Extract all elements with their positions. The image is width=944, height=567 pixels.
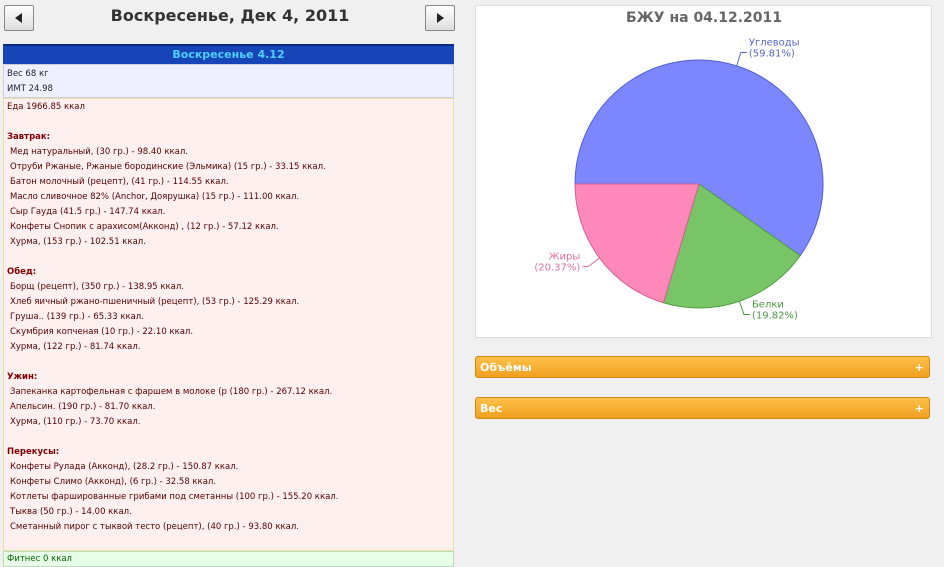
food-total: Еда 1966.85 ккал (7, 102, 85, 112)
panel-title: Вес (480, 402, 503, 415)
food-item: Апельсин. (190 гр.) - 81.70 ккал. (10, 402, 156, 412)
meal-name: Перекусы: (7, 447, 60, 457)
food-item: Котлеты фаршированные грибами под сметан… (10, 492, 339, 502)
weight-box: Вес 68 кг ИМТ 24.98 (3, 64, 454, 98)
food-item: Хурма, (110 гр.) - 73.70 ккал. (10, 417, 141, 427)
meal-name: Обед: (7, 267, 37, 277)
chart-title: БЖУ на 04.12.2011 (626, 10, 782, 26)
food-box: Еда 1966.85 ккал Завтрак: Мед натуральный… (3, 98, 454, 551)
food-item: Хурма, (153 гр.) - 102.51 ккал. (10, 237, 146, 247)
food-item: Батон молочный (рецепт), (41 гр.) - 114.… (10, 177, 229, 187)
slice-label: Углеводы (749, 38, 800, 49)
slice-label: Белки (752, 299, 784, 310)
label-connector (736, 52, 747, 66)
food-item: Масло сливочное 82% (Anchor, Доярушка) (… (10, 192, 300, 202)
prev-button[interactable] (4, 5, 34, 31)
panel[interactable]: Объёмы + (475, 356, 930, 378)
food-item: Запеканка картофельная с фаршем в молоке… (10, 387, 333, 397)
plus-icon: + (914, 402, 924, 415)
food-item: Хурма, (122 гр.) - 81.74 ккал. (10, 342, 141, 352)
food-item: Хлеб яичный ржано-пшеничный (рецепт), (5… (10, 297, 300, 307)
food-item: Отруби Ржаные, Ржаные бородинские (Эльми… (10, 162, 326, 172)
food-item: Конфеты Слимо (Акконд), (6 гр.) - 32.58 … (10, 477, 217, 487)
pie-slice (662, 183, 801, 309)
plus-icon: + (914, 361, 924, 374)
food-item: Конфеты Рулада (Акконд), (28.2 гр.) - 15… (10, 462, 239, 472)
food-item: Скумбрия копченая (10 гр.) - 22.10 ккал. (10, 327, 194, 337)
panel[interactable]: Вес + (475, 397, 930, 419)
fitness: Фитнес 0 ккал (7, 554, 72, 564)
chart: БЖУ на 04.12.2011 Углеводы(59.81%)Белки(… (534, 10, 824, 321)
slice-label: Жиры (549, 251, 581, 262)
meal-name: Завтрак: (7, 132, 51, 142)
food-item: Мед натуральный, (30 гр.) - 98.40 ккал. (10, 147, 188, 157)
pie-slice (574, 59, 824, 257)
label-connector (738, 301, 750, 315)
meal-name: Ужин: (7, 372, 38, 382)
food-item: Сыр Гауда (41.5 гр.) - 147.74 ккал. (10, 207, 166, 217)
panel-title: Объёмы (480, 361, 532, 374)
day-panel: Воскресенье, Дек 4, 2011 Воскресенье 4.1… (0, 0, 458, 567)
chart-box: БЖУ на 04.12.2011 Углеводы (59.81%) Белки(… (475, 5, 932, 338)
food-item: Конфеты Снопик с арахисом(Акконд) , (12 … (10, 222, 279, 232)
bmi: ИМТ 24.98 (7, 84, 53, 94)
header-title: Воскресенье, Дек 4, 2011 (110, 6, 350, 25)
weight: Вес 68 кг (7, 69, 49, 79)
next-button[interactable] (425, 5, 455, 31)
slice-value-label: (20.37%) (534, 262, 580, 273)
slice-value-label: (59.81%) (749, 49, 795, 60)
label-connector (582, 257, 600, 267)
food-item: Борщ (рецепт), (350 гр.) - 138.95 ккал. (10, 282, 184, 292)
food-item: Груша.. (139 гр.) - 65.33 ккал. (10, 312, 144, 322)
day-title: Воскресенье 4.12 (3, 44, 454, 64)
food-item: Тыква (50 гр.) - 14.00 ккал. (10, 507, 132, 517)
slice-value-label: (19.82%) (752, 310, 798, 321)
food-item: Сметанный пирог с тыквой тесто (рецепт),… (10, 522, 299, 532)
